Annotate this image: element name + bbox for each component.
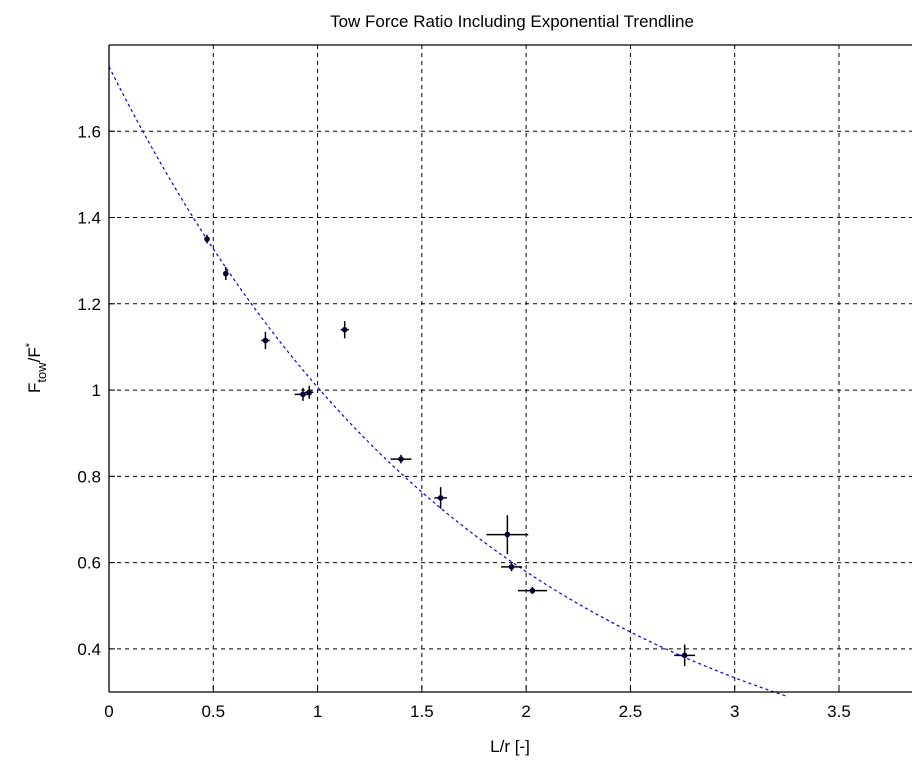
data-point	[674, 644, 696, 667]
point-marker	[341, 326, 348, 333]
y-tick-label: 1.2	[77, 295, 101, 314]
y-tick-label: 0.4	[77, 640, 101, 659]
point-marker	[508, 564, 515, 570]
point-marker	[300, 391, 306, 398]
data-point	[517, 587, 547, 595]
x-tick-label: 0.5	[201, 702, 225, 721]
y-axis-label-sep: /F	[25, 347, 44, 362]
x-tick-label: 1.5	[410, 702, 434, 721]
point-marker	[398, 456, 404, 462]
point-marker	[223, 270, 229, 277]
y-ticks: 0.4 0.6 0.8 1 1.2 1.4 1.6	[77, 122, 115, 659]
y-axis-label-sup: *	[24, 342, 36, 347]
chart-title: Tow Force Ratio Including Exponential Tr…	[330, 12, 694, 31]
point-marker	[529, 587, 536, 594]
y-tick-label: 1.4	[77, 209, 101, 228]
x-tick-label: 1	[313, 702, 322, 721]
point-marker	[306, 389, 313, 396]
y-tick-label: 0.6	[77, 554, 101, 573]
point-marker	[262, 337, 269, 344]
x-ticks: 0 0.5 1 1.5 2 2.5 3 3.5	[104, 686, 851, 721]
data-point	[434, 487, 447, 509]
y-tick-label: 1.6	[77, 122, 101, 141]
data-point	[340, 321, 349, 339]
x-tick-label: 2.5	[619, 702, 643, 721]
data-points-layer	[204, 234, 696, 667]
x-tick-label: 3.5	[827, 702, 851, 721]
x-tick-label: 3	[730, 702, 739, 721]
data-point	[486, 515, 529, 554]
axes	[108, 44, 912, 693]
y-axis-label: Ftow/F*	[24, 342, 49, 393]
point-marker	[681, 652, 688, 659]
y-tick-label: 1	[92, 381, 101, 400]
x-axis-label: L/r [-]	[490, 737, 530, 756]
y-axis-label-main: F	[25, 383, 44, 393]
plot-area	[109, 45, 912, 692]
grid	[109, 45, 912, 692]
data-point	[223, 267, 229, 281]
x-tick-label: 0	[104, 702, 113, 721]
data-point	[261, 331, 270, 350]
trendline	[108, 66, 788, 697]
data-point	[204, 234, 210, 244]
data-point	[390, 454, 412, 464]
trendline-layer	[108, 66, 788, 697]
point-marker	[504, 531, 511, 538]
y-tick-label: 0.8	[77, 467, 101, 486]
data-point	[305, 385, 314, 399]
data-point	[501, 562, 522, 572]
point-marker	[437, 495, 444, 501]
y-axis-label-sub: tow	[34, 362, 49, 383]
x-tick-label: 2	[521, 702, 530, 721]
point-marker	[204, 236, 210, 242]
